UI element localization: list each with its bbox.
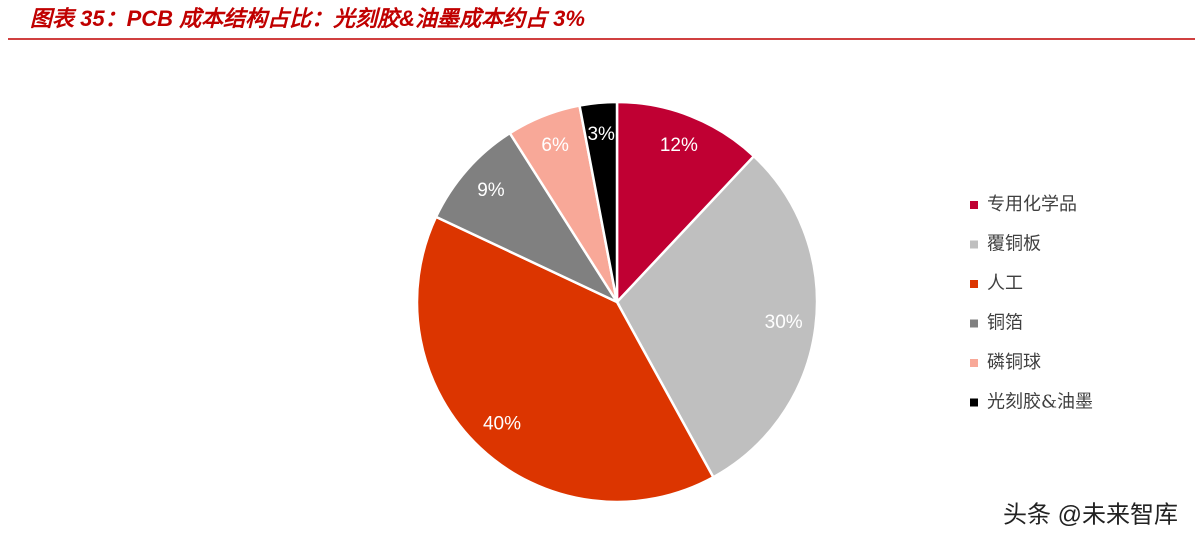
pie-slice (615, 154, 819, 479)
value-label: 9% (477, 180, 505, 201)
legend-label: 覆铜板 (987, 234, 1041, 255)
legend-swatch (970, 280, 978, 288)
legend-swatch (970, 240, 978, 249)
chart-title: 图表 35：PCB 成本结构占比：光刻胶&油墨成本约占 3% (30, 6, 585, 31)
legend-swatch (970, 201, 978, 209)
value-label: 12% (660, 135, 698, 156)
value-label: 3% (587, 124, 615, 145)
legend-swatch (970, 359, 978, 367)
value-label: 6% (541, 135, 569, 156)
pie-slice (615, 100, 756, 306)
value-label: 30% (765, 312, 803, 333)
watermark: 头条 @未来智库 (1003, 501, 1178, 528)
legend-swatch (970, 319, 978, 328)
legend-swatch (970, 398, 978, 407)
legend-label: 铜箔 (987, 313, 1023, 334)
legend-label: 光刻胶&油墨 (987, 392, 1093, 413)
pie-slice (415, 215, 716, 504)
legend-label: 磷铜球 (987, 352, 1041, 373)
pie-slice (578, 100, 619, 303)
legend-label: 人工 (987, 273, 1023, 294)
legend-label: 专用化学品 (987, 194, 1077, 215)
pie-slice (434, 131, 621, 305)
value-label: 40% (483, 413, 521, 434)
